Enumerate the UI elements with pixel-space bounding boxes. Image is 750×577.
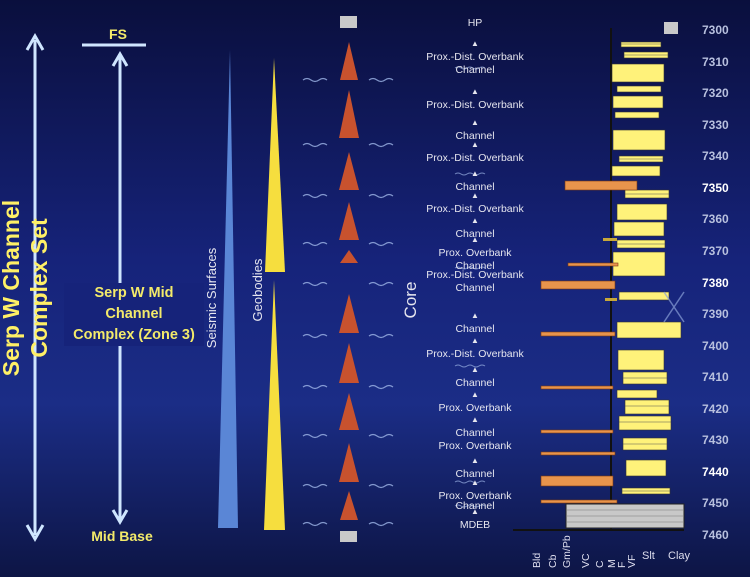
upward-arrow-icon: ▲ [471,389,479,399]
grain-size-label: Bld [531,552,543,568]
facies-label: Channel [455,228,495,241]
fs-label: FS [109,26,127,42]
depth-tick-label: 7390 [702,307,729,322]
facies-label: Channel [455,427,495,439]
facies-label: Channel [455,130,495,143]
seismic-surfaces-wedge [218,50,238,528]
core-label: Core [401,281,420,319]
depth-tick-label: 7320 [702,86,729,101]
seismic-surfaces-label: Seismic Surfaces [204,247,219,349]
geobodies-wedge-lower [264,280,285,530]
geobodies-label: Geobodies [250,258,265,322]
geobodies-wedge-upper [265,58,285,272]
facies-label: Channel [455,259,495,272]
facies-label: Channel [455,376,495,389]
grain-size-label: VC [580,553,592,568]
depth-tick-label: 7400 [702,338,729,353]
grain-size-label: Slt [642,550,655,562]
facies-label: Prox.-Dist. Overbank [426,152,524,165]
depth-tick-label: 7430 [702,433,729,448]
facies-label: Channel [455,281,495,294]
depth-tick-label: 7440 [702,464,729,479]
complex-set-arrow [25,32,45,543]
top-marker [340,16,357,28]
depth-tick-label: 7350 [702,180,729,195]
core-log [513,22,685,531]
facies-label: Channel [455,322,495,335]
cycle-triangles [339,42,359,520]
depth-tick-label: 7360 [702,212,729,227]
depth-tick-label: 7310 [702,54,729,69]
depth-tick-label: 7420 [702,401,729,416]
facies-label: Prox. Overbank [438,490,512,503]
facies-label: MDEB [459,518,491,531]
depth-tick-label: 7370 [702,243,729,258]
upward-arrow-icon: ▲ [471,456,479,466]
facies-label: Prox. Overbank [438,439,512,452]
mid-channel-complex-label: Serp W Mid Channel Complex (Zone 3) [64,283,204,346]
upward-arrow-icon: ▲ [471,140,479,150]
grain-size-label: Cb [547,554,559,568]
facies-label: Channel [455,180,495,193]
depth-tick-label: 7330 [702,117,729,132]
facies-label: Prox.-Dist. Overbank [426,98,524,111]
grain-size-label: VF [626,554,638,568]
complex-set-label: Serp W Channel Complex Set [0,178,53,398]
grain-size-label: Gm/Pb [561,535,573,568]
upward-arrow-icon: ▲ [471,235,479,245]
upward-arrow-icon: ▲ [471,478,479,488]
upward-arrow-icon: ▲ [471,39,479,49]
depth-tick-label: 7340 [702,149,729,164]
upward-arrow-icon: ▲ [471,216,479,226]
facies-label: HP [467,16,483,29]
depth-tick-label: 7450 [702,496,729,511]
upward-arrow-icon: ▲ [471,190,479,200]
grain-size-label: Clay [668,550,691,562]
upward-arrow-icon: ▲ [471,168,479,178]
grain-size-label: C [594,560,606,568]
wavy-surfaces [302,77,394,527]
facies-label: Channel [455,499,495,512]
complex-set-line-1: Serp W Channel [0,199,24,377]
facies-wavy-lines [454,66,486,508]
facies-label: Channel [455,64,495,77]
upward-arrow-icon: ▲ [471,364,479,374]
mid-complex-line-2: Channel [105,306,163,322]
facies-label: Prox. Overbank [438,247,512,260]
depth-tick-label: 7300 [702,23,729,37]
facies-label: Prox. Overbank [438,401,512,414]
depth-tick-label: 7460 [702,528,729,542]
complex-set-line-2: Complex Set [26,218,52,358]
facies-label: Prox.-Dist. Overbank [426,202,524,215]
facies-label: Prox.-Dist. Overbank [426,51,524,64]
upward-arrow-icon: ▲ [471,336,479,346]
upward-arrow-icon: ▲ [471,506,479,516]
facies-label: Prox.-Dist. Overbank [426,269,524,282]
upward-arrow-icon: ▲ [471,310,479,320]
bottom-marker [340,531,357,542]
upward-arrow-icon: ▲ [471,118,479,128]
upward-arrow-icon: ▲ [471,415,479,424]
depth-tick-label: 7410 [702,370,729,385]
facies-label: Prox.-Dist. Overbank [426,348,524,361]
upward-arrow-icon: ▲ [471,86,479,96]
mid-complex-line-1: Serp W Mid [94,285,174,301]
facies-label: Channel [455,468,495,481]
depth-tick-label: 7380 [702,275,729,290]
mid-complex-line-3: Complex (Zone 3) [73,327,195,343]
mid-base-label: Mid Base [91,528,153,544]
